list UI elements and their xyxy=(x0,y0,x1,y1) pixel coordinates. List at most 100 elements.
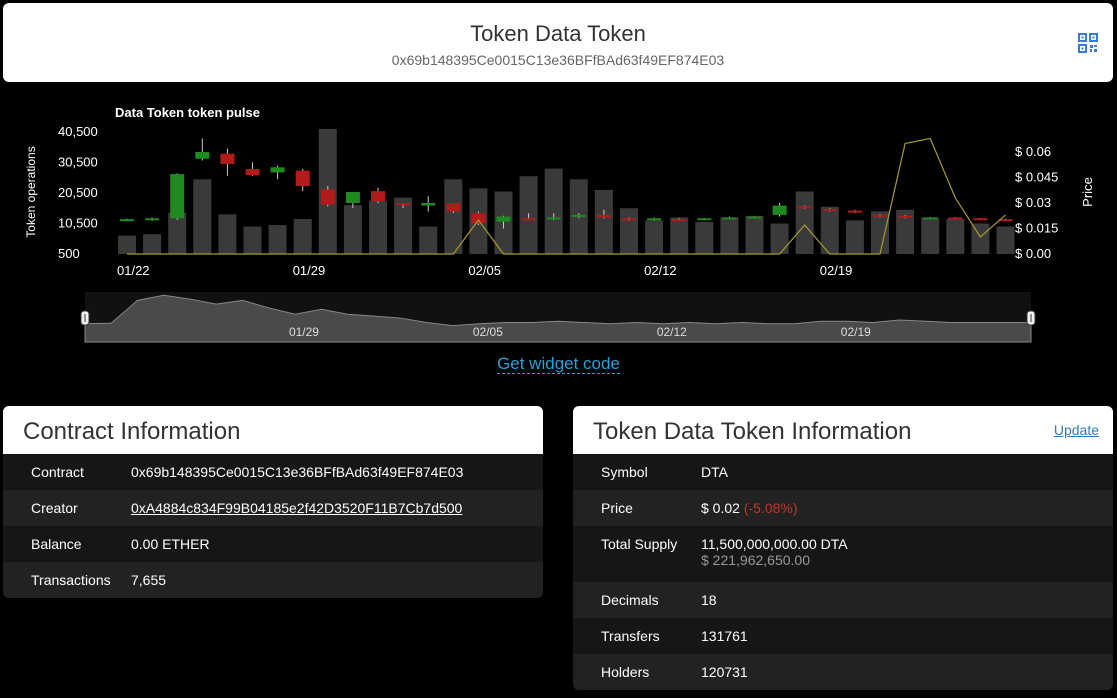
token-pulse-chart[interactable]: Data Token token pulse Token operations Pr… xyxy=(0,90,1117,350)
volume-bar xyxy=(845,220,864,254)
contract-info-panel: Contract Information Contract 0x69b14839… xyxy=(3,406,543,598)
candle-body xyxy=(471,213,486,224)
x-tick-label: 02/05 xyxy=(468,263,501,278)
supply-row: Total Supply 11,500,000,000.00 DTA $ 221,… xyxy=(573,526,1113,582)
y-axis-label: Token operations xyxy=(24,146,38,237)
volume-bar xyxy=(896,209,915,254)
candle-body xyxy=(898,215,913,218)
x-tick-label: 01/29 xyxy=(293,263,326,278)
volume-bar xyxy=(168,212,187,254)
contract-label: Contract xyxy=(31,464,84,480)
y2-tick-label: $ 0.03 xyxy=(1015,195,1051,210)
contract-value: 0x69b148395Ce0015C13e36BFfBAd63f49EF874E… xyxy=(131,464,464,480)
candle-body xyxy=(295,170,310,186)
candle-body xyxy=(571,214,586,217)
y-tick-label: 10,500 xyxy=(58,216,98,231)
symbol-value: DTA xyxy=(701,464,728,480)
token-header: Token Data Token 0x69b148395Ce0015C13e36… xyxy=(3,3,1113,82)
volume-bar xyxy=(293,218,312,254)
holders-value: 120731 xyxy=(701,664,748,680)
supply-label: Total Supply xyxy=(601,536,678,552)
transfers-row: Transfers 131761 xyxy=(573,618,1113,654)
token-info-panel: Token Data Token Information Update Symb… xyxy=(573,406,1113,690)
volume-bar xyxy=(118,235,136,254)
y2-tick-label: $ 0.015 xyxy=(1015,221,1058,236)
price-change: (-5.08%) xyxy=(743,500,798,516)
creator-label: Creator xyxy=(31,500,78,516)
candle-body xyxy=(521,218,536,221)
volume-bar xyxy=(670,217,689,254)
navigator-tick-label: 01/29 xyxy=(289,325,319,339)
y2-tick-label: $ 0.06 xyxy=(1015,144,1051,159)
creator-link[interactable]: 0xA4884c834F99B04185e2f42D3520F11B7Cb7d5… xyxy=(131,500,463,516)
y2-tick-label: $ 0.00 xyxy=(1015,246,1051,261)
volume-bar xyxy=(594,189,613,254)
candle-body xyxy=(948,217,963,220)
holders-label: Holders xyxy=(601,664,650,680)
chart-title: Data Token token pulse xyxy=(115,105,260,120)
candle-body xyxy=(371,191,385,202)
candle-body xyxy=(345,191,360,203)
supply-value-wrap: 11,500,000,000.00 DTA $ 221,962,650.00 xyxy=(701,536,848,568)
contract-info-header: Contract Information xyxy=(3,406,543,454)
candle-body xyxy=(923,217,938,220)
navigator-tick-label: 02/19 xyxy=(841,325,871,339)
qr-code-icon[interactable] xyxy=(1078,33,1098,53)
transfers-value: 131761 xyxy=(701,628,748,644)
symbol-label: Symbol xyxy=(601,464,648,480)
price-value-wrap: $ 0.02 (-5.08%) xyxy=(701,500,798,516)
transfers-label: Transfers xyxy=(601,628,660,644)
candle-body xyxy=(622,218,636,221)
candle-body xyxy=(672,219,687,222)
candle-body xyxy=(747,216,762,219)
candle-body xyxy=(797,206,812,209)
candle-body xyxy=(396,203,411,205)
candle-body xyxy=(822,208,837,211)
contract-row: Contract 0x69b148395Ce0015C13e36BFfBAd63… xyxy=(3,454,543,490)
decimals-label: Decimals xyxy=(601,592,659,608)
y-tick-label: 40,500 xyxy=(58,124,98,139)
x-tick-label: 02/12 xyxy=(644,263,677,278)
y2-tick-label: $ 0.045 xyxy=(1015,170,1058,185)
price-row: Price $ 0.02 (-5.08%) xyxy=(573,490,1113,526)
decimals-row: Decimals 18 xyxy=(573,582,1113,618)
volume-bar xyxy=(871,211,889,254)
holders-row: Holders 120731 xyxy=(573,654,1113,690)
candle-body xyxy=(270,167,285,173)
update-link[interactable]: Update xyxy=(1053,422,1099,438)
candle-body xyxy=(873,214,887,217)
x-tick-label: 01/22 xyxy=(117,263,150,278)
candle-body xyxy=(647,218,662,221)
y-tick-label: 30,500 xyxy=(58,155,98,170)
price-label: Price xyxy=(601,500,633,516)
get-widget-code-link[interactable]: Get widget code xyxy=(497,354,620,374)
volume-bar xyxy=(770,223,789,254)
transactions-label: Transactions xyxy=(31,572,111,588)
volume-bar xyxy=(218,214,237,254)
candle-body xyxy=(120,219,134,222)
volume-bar xyxy=(645,220,664,254)
price-value: $ 0.02 xyxy=(701,500,740,516)
token-address: 0x69b148395Ce0015C13e36BFfBAd63f49EF874E… xyxy=(391,52,725,68)
supply-usd: $ 221,962,650.00 xyxy=(701,552,810,568)
volume-bar xyxy=(544,168,563,254)
candle-body xyxy=(596,214,611,218)
navigator-tick-label: 02/05 xyxy=(473,325,503,339)
volume-bar xyxy=(444,179,463,254)
transactions-value: 7,655 xyxy=(131,572,167,588)
candle-body xyxy=(220,153,235,164)
balance-label: Balance xyxy=(31,536,82,552)
volume-bar xyxy=(795,191,814,254)
volume-bar xyxy=(695,221,714,254)
volume-bar xyxy=(369,200,387,254)
x-tick-label: 02/19 xyxy=(820,263,853,278)
volume-bar xyxy=(243,226,262,254)
candle-body xyxy=(446,203,461,212)
volume-bar xyxy=(343,205,362,254)
contract-info-title: Contract Information xyxy=(23,418,241,445)
creator-row: Creator 0xA4884c834F99B04185e2f42D3520F1… xyxy=(3,490,543,526)
volume-bar xyxy=(620,208,638,254)
candle-body xyxy=(320,189,335,205)
volume-bar xyxy=(419,226,438,254)
volume-bar xyxy=(820,206,839,254)
